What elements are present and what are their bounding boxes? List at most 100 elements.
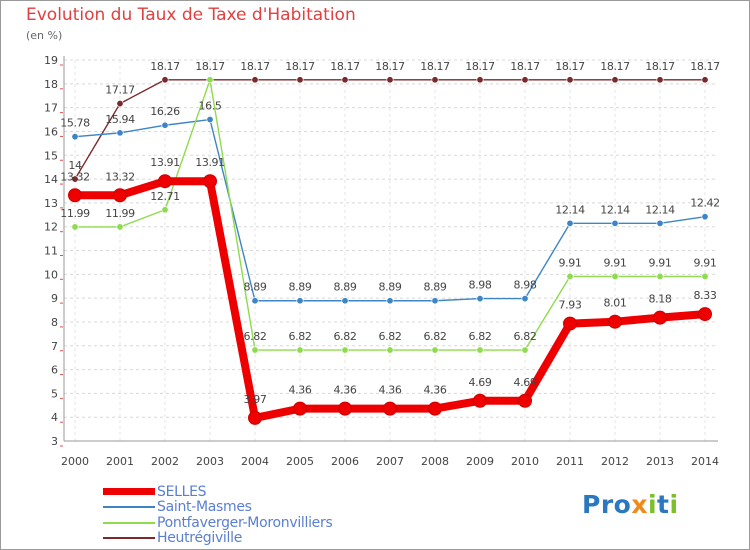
data-point <box>431 346 439 354</box>
x-tick-label: 2006 <box>331 455 359 468</box>
x-tick-label: 2011 <box>556 455 584 468</box>
data-point <box>386 346 394 354</box>
data-point <box>521 76 529 84</box>
data-point <box>248 410 262 425</box>
data-label: 6.82 <box>334 330 357 343</box>
data-point <box>386 76 394 84</box>
data-label: 8.33 <box>694 289 717 302</box>
data-point <box>206 116 214 124</box>
legend-swatch <box>103 488 155 496</box>
data-point <box>521 295 529 303</box>
data-point <box>161 121 169 129</box>
data-label: 12.42 <box>690 197 720 210</box>
data-point <box>341 297 349 305</box>
data-point <box>251 346 259 354</box>
data-label: 8.89 <box>289 281 312 294</box>
data-point <box>428 401 442 416</box>
data-label: 4.69 <box>469 376 492 389</box>
data-label: 18.17 <box>150 60 180 73</box>
data-point <box>341 346 349 354</box>
legend-label: Pontfaverger-Moronvilliers <box>157 514 333 531</box>
y-tick-label: 17 <box>44 102 58 115</box>
data-label: 6.82 <box>424 330 447 343</box>
data-label: 16.5 <box>199 100 222 113</box>
data-point <box>251 297 259 305</box>
data-point <box>203 174 217 189</box>
data-label: 8.98 <box>469 279 492 292</box>
data-label: 13.32 <box>60 170 90 183</box>
data-point <box>473 393 487 408</box>
legend-swatch <box>103 521 155 524</box>
x-tick-label: 2005 <box>286 455 314 468</box>
legend-label: SELLES <box>157 483 207 500</box>
y-tick-label: 3 <box>51 435 58 448</box>
data-label: 12.14 <box>600 203 630 216</box>
data-label: 8.18 <box>649 293 672 306</box>
data-label: 18.17 <box>555 60 585 73</box>
data-label: 4.36 <box>289 384 312 397</box>
data-label: 12.14 <box>555 203 585 216</box>
legend-swatch <box>103 506 155 509</box>
y-tick-label: 16 <box>44 125 58 138</box>
data-label: 15.94 <box>105 113 135 126</box>
data-point <box>116 100 124 108</box>
data-label: 4.69 <box>514 376 537 389</box>
data-point <box>701 76 709 84</box>
data-label: 18.17 <box>240 60 270 73</box>
chart-legend: SELLES Saint-Masmes Pontfaverger-Moronvill… <box>103 483 333 546</box>
data-point <box>71 133 79 141</box>
data-point <box>563 316 577 331</box>
data-point <box>71 223 79 231</box>
data-label: 9.91 <box>694 256 717 269</box>
legend-label: Saint-Masmes <box>157 499 252 516</box>
data-label: 18.17 <box>465 60 495 73</box>
data-point <box>611 272 619 280</box>
data-label: 18.17 <box>690 60 720 73</box>
data-label: 8.89 <box>379 281 402 294</box>
data-point <box>296 297 304 305</box>
data-point <box>656 272 664 280</box>
logo-part-3: i <box>647 490 658 519</box>
data-point <box>476 346 484 354</box>
y-tick-label: 8 <box>51 316 58 329</box>
data-point <box>68 188 82 203</box>
logo-part-1: Pro <box>582 490 632 519</box>
x-tick-label: 2010 <box>511 455 539 468</box>
x-tick-label: 2002 <box>151 455 179 468</box>
data-label: 4.36 <box>424 384 447 397</box>
y-tick-label: 6 <box>51 364 58 377</box>
data-label: 13.32 <box>105 170 135 183</box>
data-label: 3.97 <box>244 393 267 406</box>
x-tick-label: 2013 <box>646 455 674 468</box>
data-label: 18.17 <box>420 60 450 73</box>
data-point <box>431 76 439 84</box>
x-tick-label: 2009 <box>466 455 494 468</box>
y-tick-label: 10 <box>44 268 58 281</box>
data-label: 18.17 <box>330 60 360 73</box>
data-label: 12.14 <box>645 203 675 216</box>
x-tick-label: 2004 <box>241 455 269 468</box>
data-point <box>518 393 532 408</box>
data-point <box>653 310 667 325</box>
data-label: 11.99 <box>105 207 135 220</box>
data-point <box>251 76 259 84</box>
data-label: 18.17 <box>375 60 405 73</box>
x-tick-label: 2008 <box>421 455 449 468</box>
y-tick-label: 14 <box>44 173 58 186</box>
x-tick-label: 2007 <box>376 455 404 468</box>
data-point <box>656 76 664 84</box>
data-label: 18.17 <box>195 60 225 73</box>
y-tick-label: 7 <box>51 340 58 353</box>
data-label: 16.26 <box>150 105 180 118</box>
data-point <box>116 129 124 137</box>
data-point <box>521 346 529 354</box>
logo-part-4: t <box>657 490 670 519</box>
data-point <box>161 76 169 84</box>
x-tick-label: 2014 <box>691 455 719 468</box>
data-point <box>113 188 127 203</box>
data-label: 4.36 <box>379 384 402 397</box>
proxiti-logo: Proxiti <box>582 490 679 519</box>
logo-part-5: i <box>669 490 679 519</box>
